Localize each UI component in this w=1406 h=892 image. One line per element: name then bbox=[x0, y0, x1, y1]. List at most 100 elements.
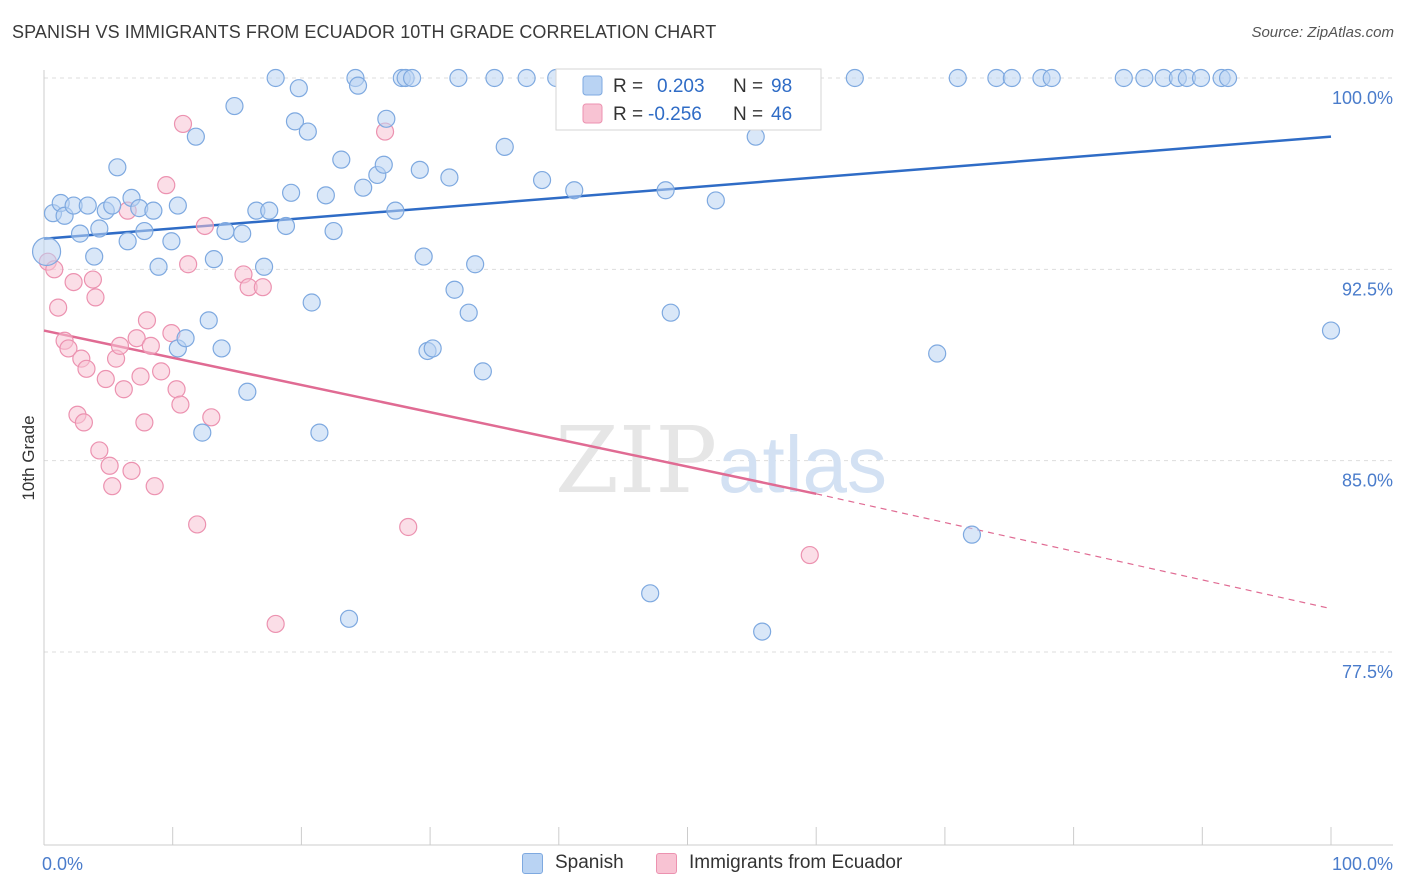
point-spanish-51 bbox=[377, 109, 396, 128]
point-spanish-10 bbox=[103, 196, 122, 215]
point-spanish-45 bbox=[339, 609, 359, 628]
point-spanish-79 bbox=[753, 622, 772, 641]
point-spanish-40 bbox=[302, 293, 321, 312]
legend-n-label-ecuador: N = bbox=[733, 104, 763, 125]
point-spanish-74 bbox=[641, 584, 660, 603]
point-ecuador-25 bbox=[141, 336, 160, 355]
point-spanish-25 bbox=[204, 250, 223, 269]
point-ecuador-23 bbox=[135, 413, 154, 432]
point-ecuador-12 bbox=[90, 441, 109, 460]
point-spanish-83 bbox=[948, 68, 967, 88]
legend-item-immigrants-from-ecuador: Immigrants from Ecuador bbox=[656, 852, 902, 874]
point-spanish-50 bbox=[374, 155, 393, 174]
point-ecuador-39 bbox=[253, 278, 272, 297]
legend-label-immigrants-from-ecuador: Immigrants from Ecuador bbox=[689, 852, 903, 873]
chart-source: Source: ZipAtlas.com bbox=[1251, 24, 1394, 41]
point-spanish-85 bbox=[987, 68, 1006, 88]
point-spanish-82 bbox=[928, 344, 947, 363]
point-spanish-62 bbox=[449, 68, 468, 88]
legend-r-label-ecuador: R = bbox=[613, 104, 643, 125]
point-spanish-68 bbox=[517, 68, 536, 88]
point-spanish-42 bbox=[316, 186, 335, 205]
point-spanish-0 bbox=[31, 236, 62, 267]
y-tick-label-0: 77.5% bbox=[1342, 662, 1393, 682]
point-spanish-57 bbox=[414, 247, 433, 266]
point-spanish-63 bbox=[459, 303, 478, 322]
point-spanish-11 bbox=[108, 158, 127, 177]
trend-line-ecuador-extension bbox=[816, 493, 1332, 610]
point-spanish-27 bbox=[216, 221, 235, 241]
point-spanish-48 bbox=[354, 178, 373, 197]
point-ecuador-27 bbox=[152, 362, 171, 381]
point-ecuador-10 bbox=[83, 270, 103, 289]
point-ecuador-21 bbox=[127, 329, 146, 348]
x-tick-label-1: 100.0% bbox=[1332, 854, 1393, 874]
point-spanish-86 bbox=[1002, 68, 1021, 88]
point-spanish-81 bbox=[845, 68, 864, 88]
point-ecuador-17 bbox=[110, 336, 130, 355]
point-spanish-44 bbox=[332, 150, 351, 169]
point-spanish-84 bbox=[962, 525, 982, 544]
point-spanish-36 bbox=[282, 183, 301, 202]
legend-swatch-ecuador bbox=[582, 103, 603, 124]
point-spanish-69 bbox=[532, 170, 552, 190]
point-spanish-89 bbox=[1114, 68, 1133, 88]
point-spanish-67 bbox=[495, 137, 514, 156]
point-spanish-5 bbox=[70, 224, 90, 243]
point-ecuador-11 bbox=[86, 288, 105, 307]
point-spanish-30 bbox=[238, 382, 257, 401]
point-spanish-33 bbox=[260, 201, 279, 220]
point-spanish-78 bbox=[746, 127, 765, 146]
point-ecuador-43 bbox=[800, 545, 819, 565]
point-spanish-23 bbox=[193, 423, 212, 442]
point-ecuador-8 bbox=[74, 413, 93, 432]
point-spanish-19 bbox=[168, 196, 187, 215]
point-spanish-41 bbox=[310, 423, 329, 442]
point-spanish-18 bbox=[162, 232, 181, 251]
point-spanish-97 bbox=[1321, 321, 1341, 340]
trend-lines bbox=[43, 135, 1332, 610]
point-ecuador-40 bbox=[266, 614, 285, 634]
point-ecuador-24 bbox=[137, 311, 157, 330]
point-ecuador-20 bbox=[122, 461, 141, 480]
point-spanish-17 bbox=[149, 257, 168, 276]
point-spanish-71 bbox=[565, 181, 584, 200]
point-ecuador-2 bbox=[49, 298, 68, 317]
point-ecuador-30 bbox=[167, 380, 186, 399]
point-ecuador-34 bbox=[188, 515, 207, 534]
point-ecuador-13 bbox=[96, 369, 115, 389]
point-spanish-56 bbox=[410, 160, 429, 179]
point-spanish-55 bbox=[402, 68, 422, 88]
legend-swatch-spanish-bottom bbox=[522, 852, 543, 874]
y-tick-label-2: 92.5% bbox=[1342, 279, 1393, 299]
legend-item-spanish: Spanish bbox=[522, 852, 624, 874]
point-spanish-22 bbox=[186, 127, 205, 146]
legend-swatch-spanish bbox=[582, 75, 603, 96]
point-spanish-47 bbox=[348, 76, 368, 95]
watermark-atlas: atlas bbox=[718, 420, 887, 509]
point-spanish-37 bbox=[285, 112, 305, 131]
point-ecuador-14 bbox=[100, 456, 119, 475]
trend-line-spanish bbox=[43, 135, 1332, 240]
tick-labels: 77.5% 85.0% 92.5% 100.0% 0.0% 100.0% bbox=[42, 88, 1393, 874]
point-spanish-76 bbox=[661, 303, 680, 322]
x-tick-label-0: 0.0% bbox=[42, 854, 83, 874]
point-spanish-77 bbox=[706, 191, 725, 210]
watermark: ZIP atlas bbox=[555, 407, 887, 514]
legend-n-value-ecuador: 46 bbox=[771, 104, 792, 125]
point-ecuador-42 bbox=[399, 517, 418, 537]
legend-r-value-ecuador: -0.256 bbox=[648, 104, 702, 125]
chart-title: SPANISH VS IMMIGRANTS FROM ECUADOR 10TH … bbox=[12, 22, 717, 42]
gridlines bbox=[44, 77, 1395, 653]
point-spanish-66 bbox=[485, 68, 504, 88]
point-spanish-28 bbox=[225, 96, 244, 116]
point-spanish-7 bbox=[85, 247, 104, 266]
axes bbox=[43, 70, 1393, 846]
y-tick-label-1: 85.0% bbox=[1342, 471, 1393, 491]
legend-swatch-ecuador-bottom bbox=[656, 852, 677, 874]
point-ecuador-4 bbox=[59, 339, 78, 358]
series-spanish bbox=[31, 68, 1341, 641]
trend-line-ecuador bbox=[43, 329, 817, 496]
point-spanish-15 bbox=[135, 221, 154, 241]
legend-n-label-spanish: N = bbox=[733, 76, 763, 97]
